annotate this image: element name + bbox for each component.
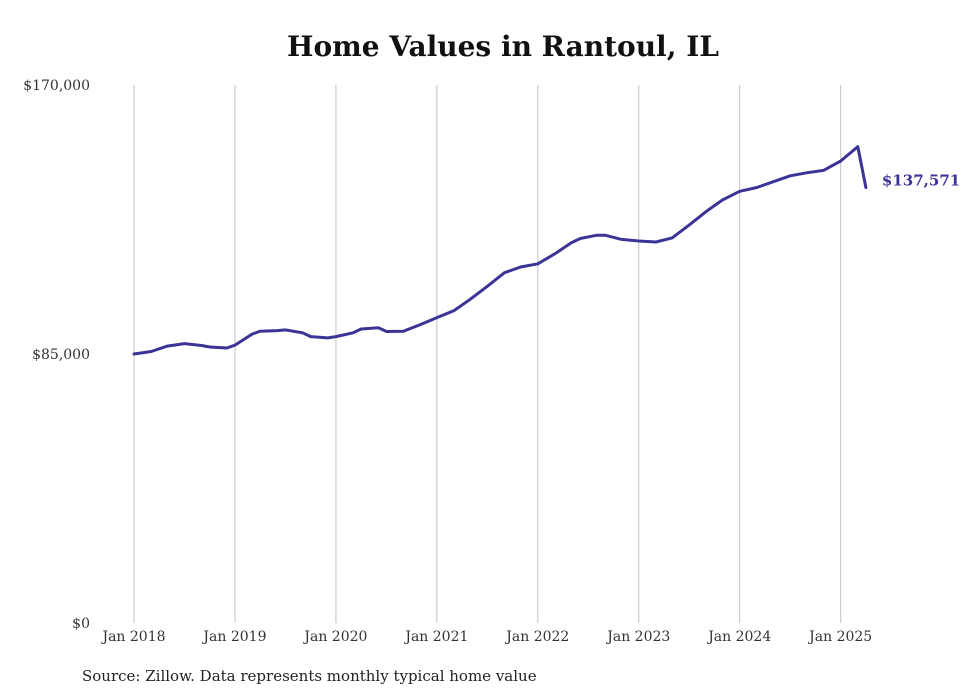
- x-tick-label: Jan 2023: [605, 629, 670, 645]
- y-tick-label: $85,000: [32, 347, 90, 363]
- x-tick-label: Jan 2018: [100, 629, 165, 645]
- x-tick-label: Jan 2025: [807, 629, 872, 645]
- x-tick-label: Jan 2019: [201, 629, 266, 645]
- chart-title: Home Values in Rantoul, IL: [287, 30, 719, 63]
- x-tick-label: Jan 2020: [302, 629, 367, 645]
- end-value-label: $137,571: [882, 172, 960, 190]
- y-axis-ticks: $0 $85,000 $170,000: [23, 78, 90, 632]
- gridlines: [133, 85, 842, 623]
- x-tick-label: Jan 2021: [403, 629, 468, 645]
- line-chart: $0$85,000$170,000 Jan 2018 Jan 2019 Jan 20…: [23, 78, 960, 645]
- x-axis-ticks: Jan 2018 Jan 2019 Jan 2020 Jan 2021 Jan 2022…: [100, 629, 872, 645]
- x-tick-label: Jan 2022: [504, 629, 569, 645]
- source-note: Source: Zillow. Data represents monthly …: [82, 667, 537, 685]
- x-tick-label: Jan 2024: [706, 629, 771, 645]
- y-tick-label: $0: [72, 616, 90, 632]
- series-line: [132, 145, 868, 356]
- data-labels: $137,571: [882, 172, 960, 190]
- y-tick-label: $170,000: [23, 78, 90, 94]
- series-layer: [132, 145, 868, 356]
